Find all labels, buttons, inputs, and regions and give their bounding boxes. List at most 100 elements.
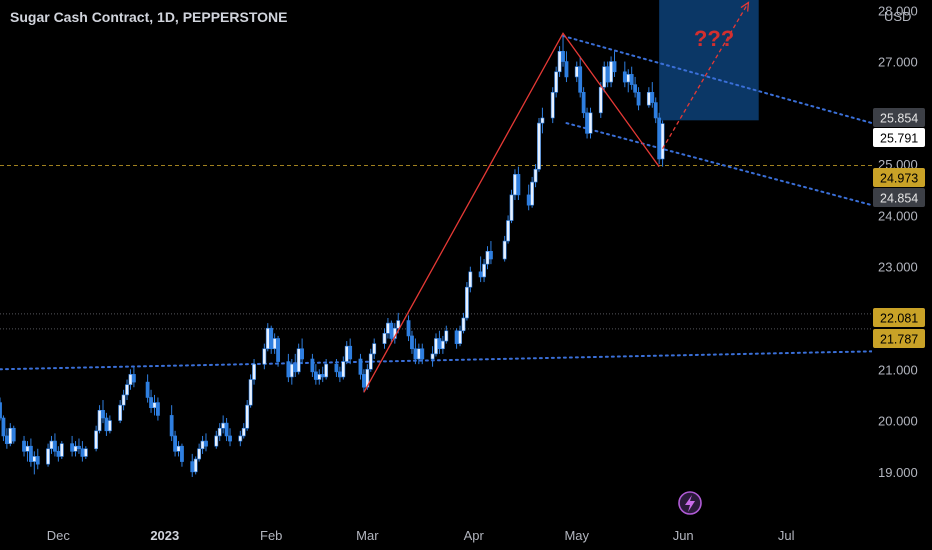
candle-body <box>530 181 535 206</box>
candle-body <box>180 445 184 462</box>
candle-body <box>588 112 593 134</box>
candle-body <box>653 102 658 119</box>
candle-body <box>248 379 253 406</box>
candle-body <box>557 50 562 73</box>
x-tick-label: Jun <box>673 528 694 543</box>
candle <box>581 87 586 118</box>
price-badge-text: 21.787 <box>880 333 918 347</box>
price-badge-text: 24.854 <box>880 192 918 206</box>
candle <box>193 456 198 475</box>
candle <box>169 405 174 442</box>
channel-lower-line <box>565 122 872 207</box>
candle <box>94 425 99 452</box>
lightning-icon[interactable] <box>678 491 702 515</box>
candle-body <box>526 194 531 206</box>
price-badge: 24.854 <box>873 188 925 207</box>
question-marks-annotation: ??? <box>694 26 734 51</box>
candle <box>11 425 16 444</box>
price-badge: 24.973 <box>873 168 925 187</box>
candle-body <box>502 240 507 260</box>
candle-body <box>564 61 569 78</box>
candle-body <box>28 445 33 462</box>
candle-body <box>320 374 325 378</box>
candle-body <box>485 251 490 265</box>
candle-body <box>73 445 78 452</box>
candle <box>650 82 655 108</box>
candle-body <box>94 430 99 450</box>
candle <box>609 56 613 88</box>
candle-body <box>118 404 123 421</box>
candle-body <box>11 427 16 442</box>
candle-body <box>217 427 222 437</box>
candle <box>464 282 469 321</box>
candle-body <box>70 443 74 452</box>
candle <box>104 412 109 436</box>
candle <box>372 338 377 360</box>
price-badge-bg <box>873 329 925 348</box>
candle <box>238 430 243 447</box>
candle <box>262 343 267 370</box>
candle-body <box>8 427 13 444</box>
candle-body <box>262 348 267 365</box>
candle <box>585 107 589 139</box>
candle-body <box>80 448 85 457</box>
candle-body <box>533 168 538 183</box>
candle <box>578 56 583 98</box>
candle-body <box>224 422 229 437</box>
candle-body <box>25 445 30 452</box>
candle-body <box>461 317 466 332</box>
candle <box>629 66 634 90</box>
candle-body <box>454 330 459 344</box>
candle <box>125 379 129 401</box>
candle-body <box>104 417 109 432</box>
candle <box>241 423 246 439</box>
candle <box>550 87 555 124</box>
candle <box>59 441 64 460</box>
candle <box>25 441 30 462</box>
candle <box>348 338 353 365</box>
candle-body <box>609 61 613 83</box>
chart-title: Sugar Cash Contract, 1D, PEPPERSTONE <box>10 9 288 25</box>
candle-body <box>200 440 205 450</box>
candle-body <box>633 84 638 93</box>
currency-label: USD <box>884 9 911 24</box>
candle <box>612 51 617 77</box>
candle <box>513 169 517 201</box>
candle <box>77 438 81 454</box>
candle-body <box>348 345 353 360</box>
candle <box>149 389 153 413</box>
candle-body <box>444 330 449 342</box>
candle <box>557 46 562 77</box>
candle <box>70 435 74 457</box>
candle <box>107 415 112 434</box>
candle-body <box>221 422 226 429</box>
candle-body <box>509 194 514 221</box>
candle-body <box>265 327 270 350</box>
candle-body <box>660 123 665 160</box>
candle-body <box>131 374 136 383</box>
pattern-path <box>363 32 660 393</box>
candle-body <box>622 71 627 83</box>
candle <box>324 359 329 380</box>
candle <box>636 87 641 111</box>
candle-body <box>293 363 298 373</box>
candle-body <box>169 415 174 437</box>
candle <box>626 69 631 93</box>
price-badge-bg <box>873 168 925 187</box>
candle-body <box>636 92 641 106</box>
candle <box>660 120 665 167</box>
candle <box>80 441 85 462</box>
candle <box>516 166 521 201</box>
candle <box>454 328 459 349</box>
candle-body <box>585 112 589 134</box>
candle-body <box>22 440 26 452</box>
candle-body <box>289 363 294 378</box>
candle-body <box>190 461 195 473</box>
candle-body <box>300 348 305 360</box>
y-tick-label: 27.000 <box>878 55 918 70</box>
x-tick-label: Dec <box>47 528 71 543</box>
candle <box>176 441 181 457</box>
candle-body <box>149 397 153 409</box>
candle <box>224 417 229 442</box>
